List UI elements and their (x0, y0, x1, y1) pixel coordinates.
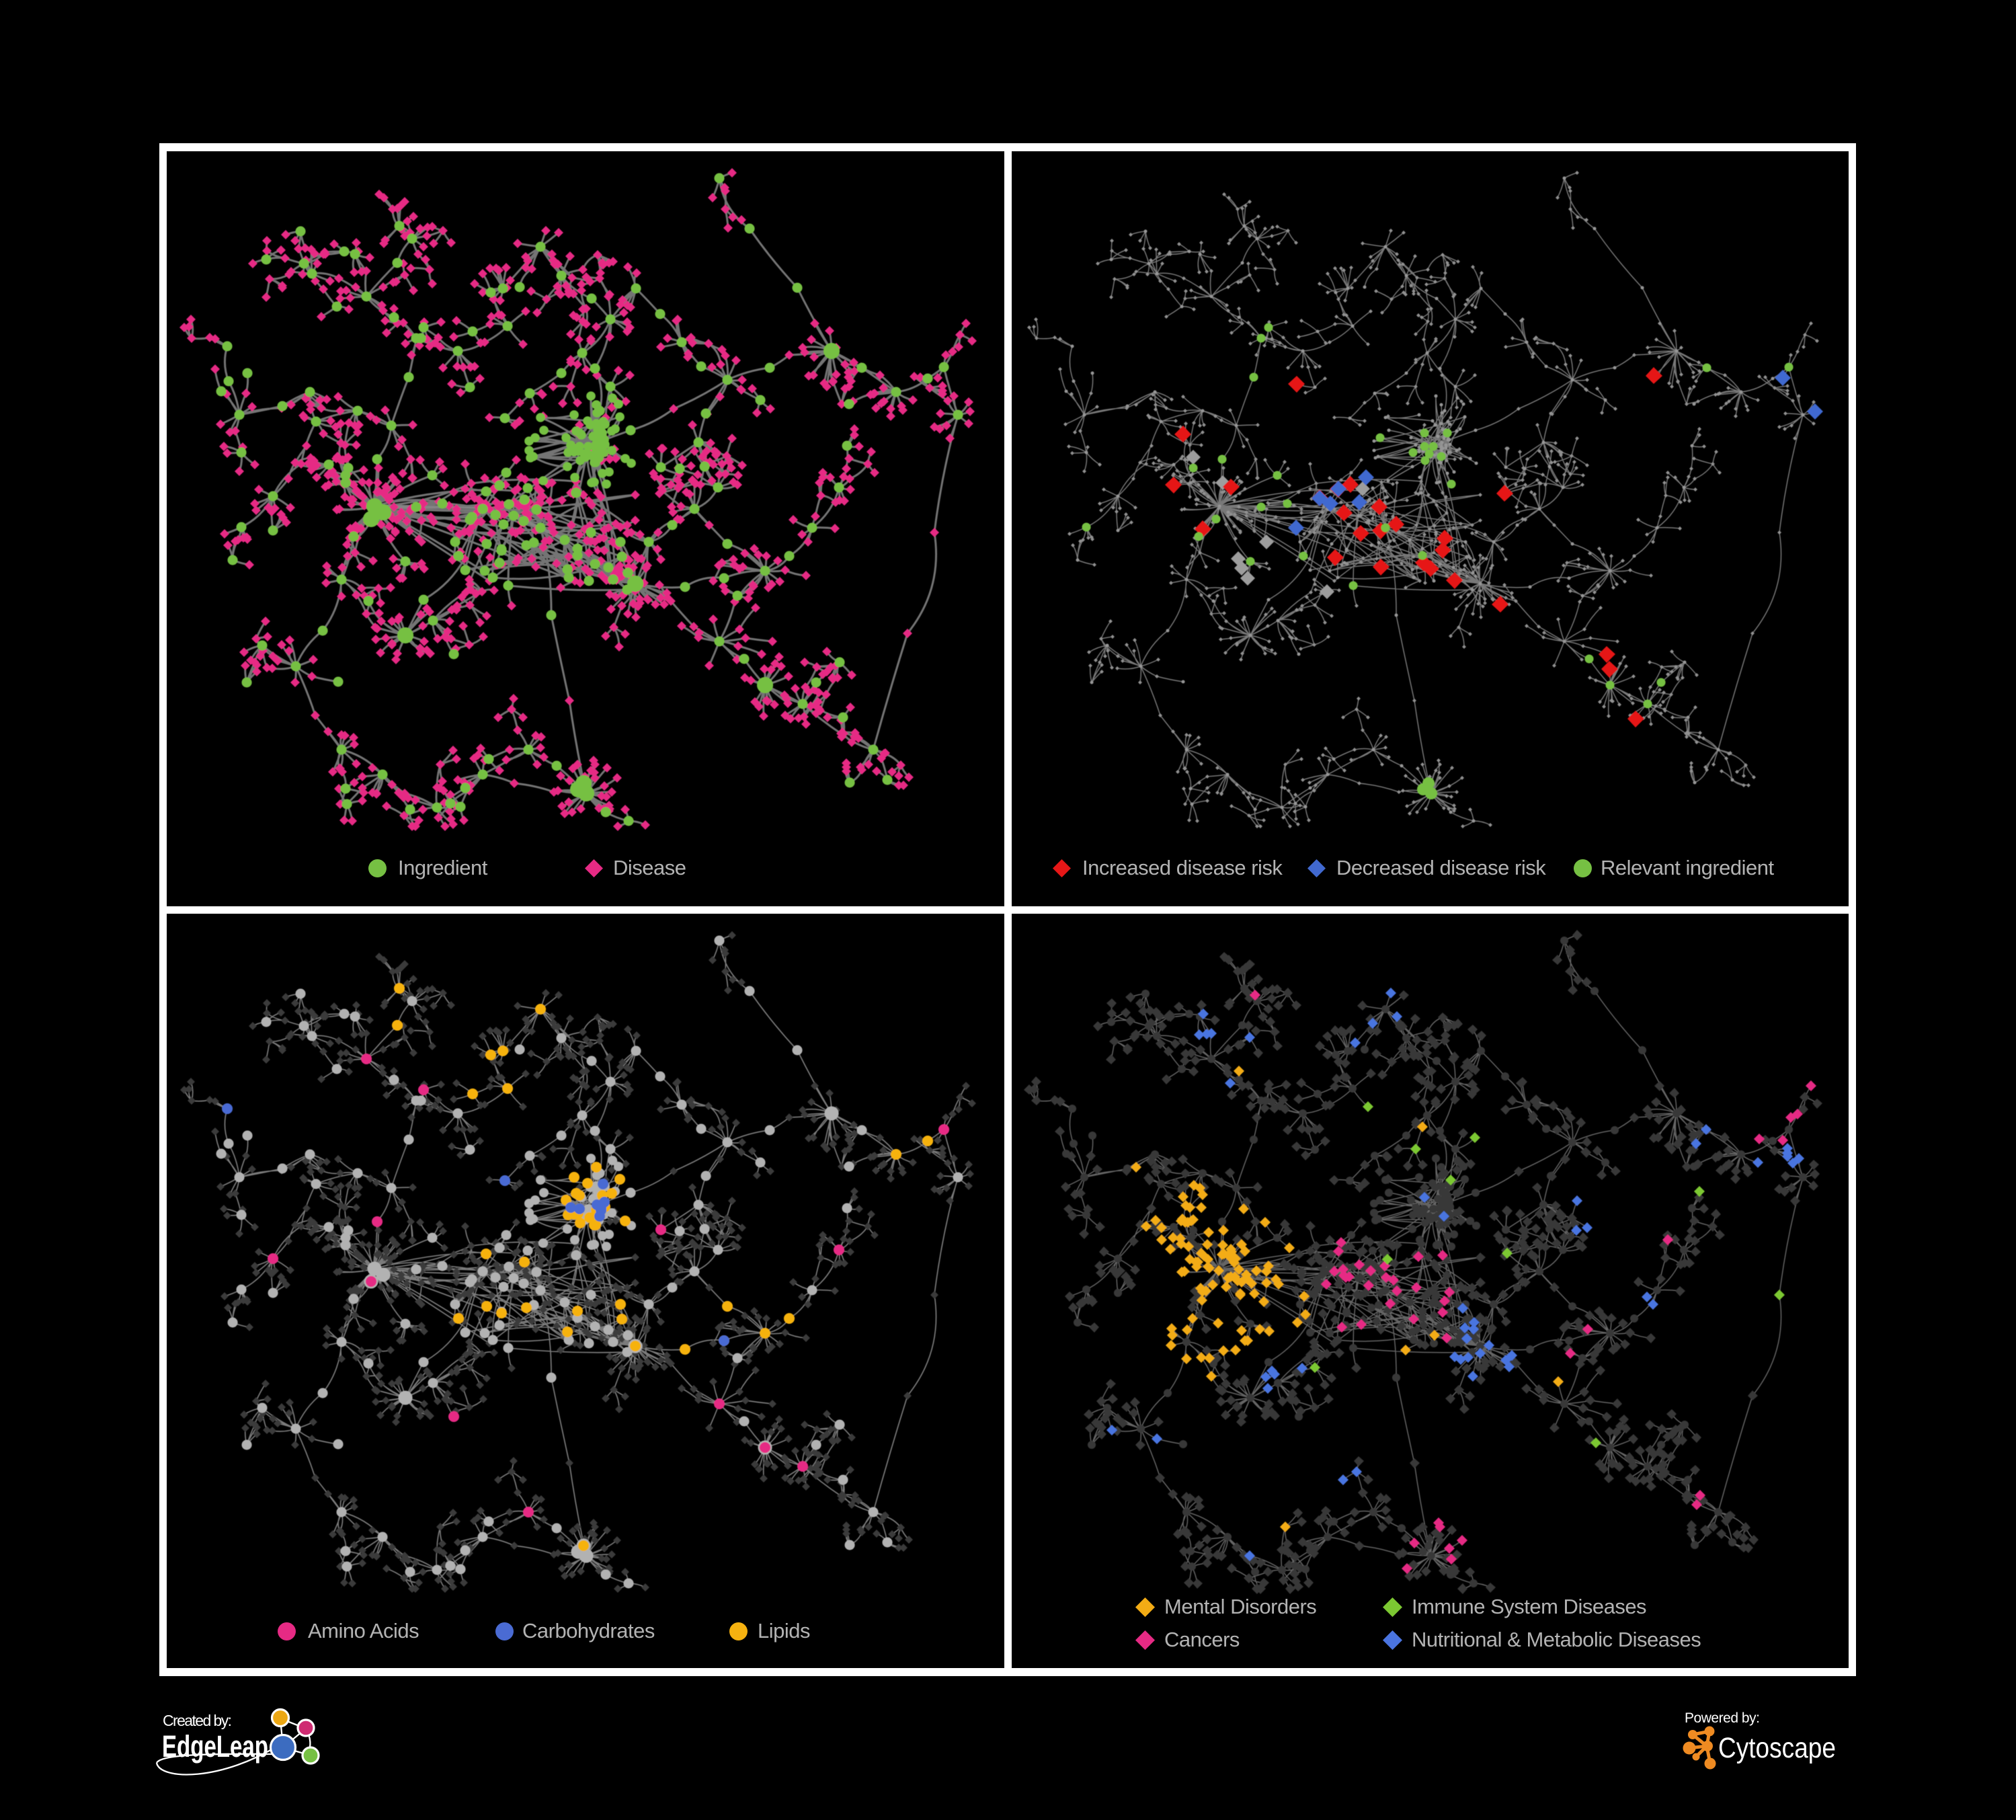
svg-text:Created by:: Created by: (163, 1712, 232, 1729)
svg-text:Cytoscape: Cytoscape (1718, 1732, 1836, 1764)
svg-text:Powered by:: Powered by: (1685, 1710, 1760, 1726)
svg-text:EdgeLeap: EdgeLeap (162, 1729, 268, 1764)
